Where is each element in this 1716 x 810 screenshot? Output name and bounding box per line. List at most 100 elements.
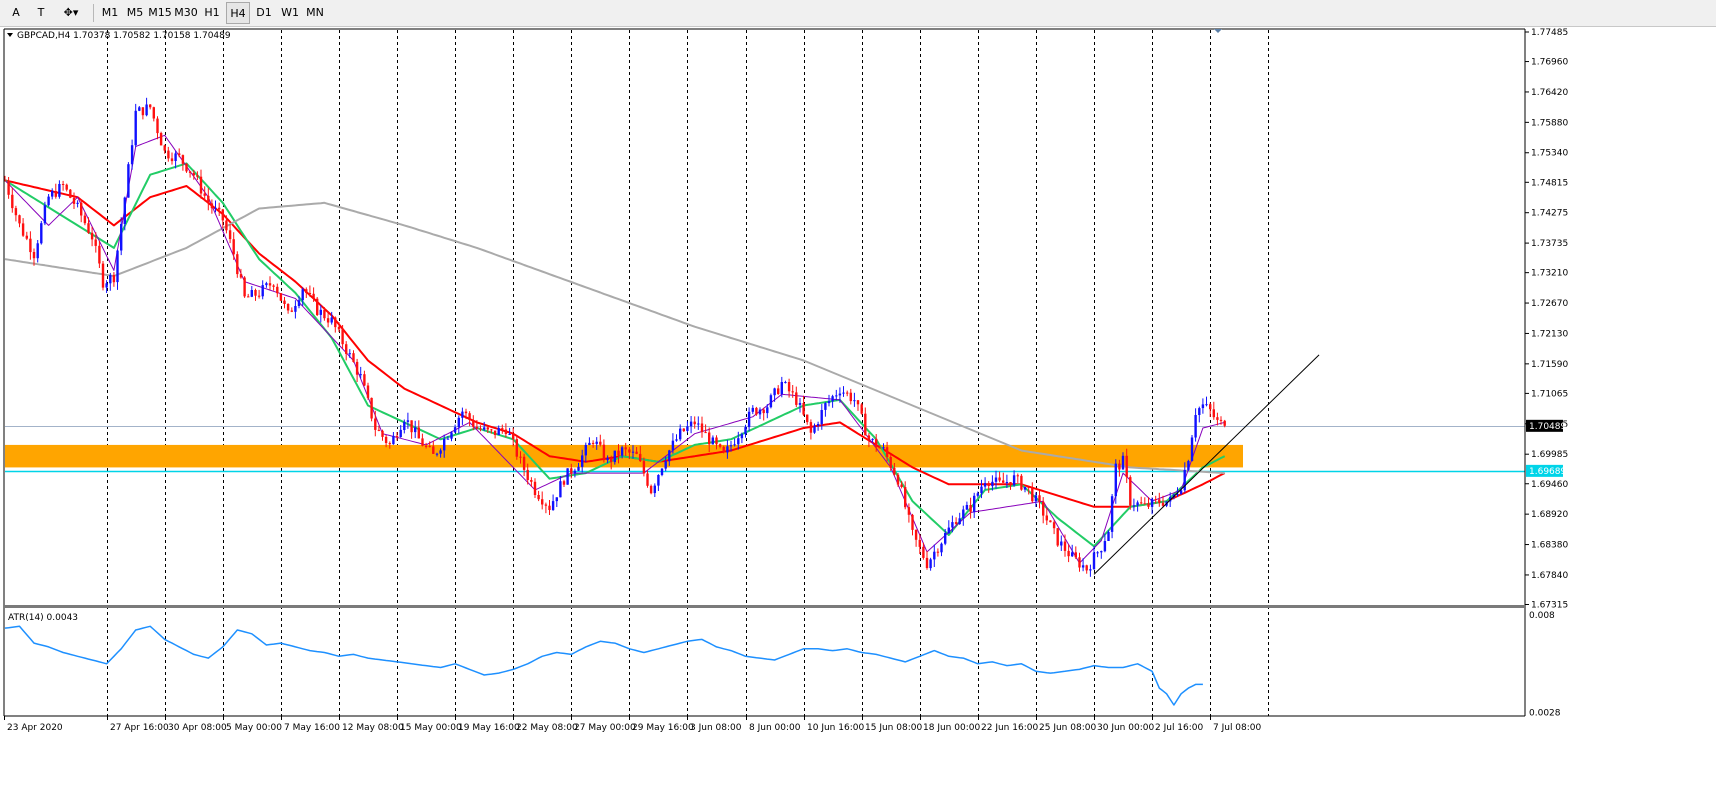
candle-body (1194, 415, 1197, 438)
candle-body (116, 250, 119, 283)
candle-body (722, 446, 725, 453)
timeframe-h4-button[interactable]: H4 (226, 2, 250, 24)
candle-body (1136, 502, 1139, 506)
candle-body (914, 529, 918, 540)
time-tick-label: 2 Jul 16:00 (1155, 723, 1204, 733)
candle-body (243, 277, 246, 297)
timeframe-m1-button[interactable]: M1 (101, 6, 119, 19)
candle-body (1209, 404, 1212, 410)
candle-body (479, 428, 482, 430)
candle-body (689, 421, 693, 427)
candle-body (1183, 470, 1186, 491)
candle-body (1092, 552, 1096, 570)
shapes-tool-icon[interactable]: ✥▾ (63, 6, 79, 19)
price-tick-label: 1.74275 (1531, 209, 1568, 219)
candle-body (1060, 541, 1063, 546)
candle-body (112, 275, 116, 283)
candle-body (573, 470, 577, 474)
candle-body (954, 522, 958, 524)
candle-body (236, 254, 239, 275)
candle-body (708, 432, 711, 445)
candle-body (900, 484, 903, 487)
candle-body (72, 197, 76, 204)
timeframe-m15-button[interactable]: M15 (148, 6, 172, 19)
candle-body (802, 403, 805, 415)
candle-body (813, 425, 816, 433)
candle-body (1114, 463, 1117, 497)
trendline[interactable] (1093, 354, 1320, 575)
candle-body (726, 446, 729, 453)
moving-average-line (4, 201, 1225, 475)
candle-body (250, 290, 253, 297)
text-label-tool-icon[interactable]: T (37, 6, 45, 19)
candle-body (755, 407, 758, 415)
candle-body (65, 184, 68, 190)
candle-body (410, 420, 413, 433)
text-tool-icon[interactable]: A (12, 6, 20, 19)
candle-body (599, 441, 602, 445)
candle-body (537, 495, 540, 500)
chart-labels: GBPCAD,H4 1.70378 1.70582 1.70158 1.7048… (7, 31, 231, 623)
candle-body (700, 423, 704, 433)
candle-body (639, 453, 642, 462)
candle-body (486, 427, 489, 430)
candle-body (773, 388, 776, 396)
candle-body (384, 436, 388, 443)
candle-body (1132, 505, 1136, 507)
candle-body (316, 298, 319, 315)
candle-body (294, 306, 297, 312)
candle-body (214, 207, 217, 209)
candle-body (983, 483, 987, 487)
candle-body (1190, 437, 1194, 461)
candle-body (297, 300, 301, 306)
candle-body (893, 467, 896, 475)
candle-body (693, 421, 696, 425)
candle-body (929, 559, 932, 569)
candle-body (363, 374, 366, 386)
candle-body (326, 318, 330, 323)
atr-tick-label: 0.0028 (1529, 709, 1561, 719)
candle-body (1121, 455, 1125, 470)
price-tick-label: 1.77485 (1531, 28, 1568, 38)
chart-menu-arrow-icon[interactable] (7, 33, 13, 37)
trendline-layer[interactable] (1093, 354, 1320, 575)
candle-body (751, 407, 754, 412)
candle-body (406, 420, 410, 422)
candle-body (1107, 531, 1110, 541)
time-tick-label: 8 Jun 00:00 (749, 723, 801, 733)
candle-body (867, 435, 871, 440)
candle-body (849, 392, 852, 402)
candle-body (138, 107, 141, 111)
candle-body (973, 495, 976, 512)
candle-body (976, 493, 979, 496)
candle-body (334, 317, 337, 328)
candle-body (40, 223, 43, 244)
candle-body (232, 239, 235, 255)
candle-body (167, 150, 170, 159)
candle-body (697, 423, 700, 425)
candle-body (740, 434, 744, 439)
candle-body (181, 155, 185, 164)
candle-body (606, 458, 609, 461)
timeframe-d1-button[interactable]: D1 (256, 6, 272, 19)
time-tick-label: 7 Jul 08:00 (1213, 723, 1262, 733)
candle-body (123, 197, 126, 224)
candle-body (337, 327, 341, 330)
candle-body (323, 309, 326, 319)
time-tick-label: 22 Jun 16:00 (981, 723, 1038, 733)
candle-body (882, 447, 885, 449)
candle-body (675, 439, 678, 441)
candle-body (472, 420, 475, 427)
candle-body (80, 202, 83, 216)
timeframe-m5-button[interactable]: M5 (126, 6, 144, 19)
timeframe-mn-button[interactable]: MN (306, 6, 324, 19)
candle-body (660, 468, 664, 475)
price-chart[interactable]: 1.77485 1.76960 1.76420 1.75880 1.75340 1.748… (0, 27, 1716, 810)
timeframe-w1-button[interactable]: W1 (281, 6, 299, 19)
candle-body (588, 442, 591, 445)
timeframe-m30-button[interactable]: M30 (174, 6, 198, 19)
candle-body (671, 440, 675, 451)
candle-body (366, 385, 370, 398)
candle-body (14, 208, 18, 216)
timeframe-h1-button[interactable]: H1 (204, 6, 220, 19)
